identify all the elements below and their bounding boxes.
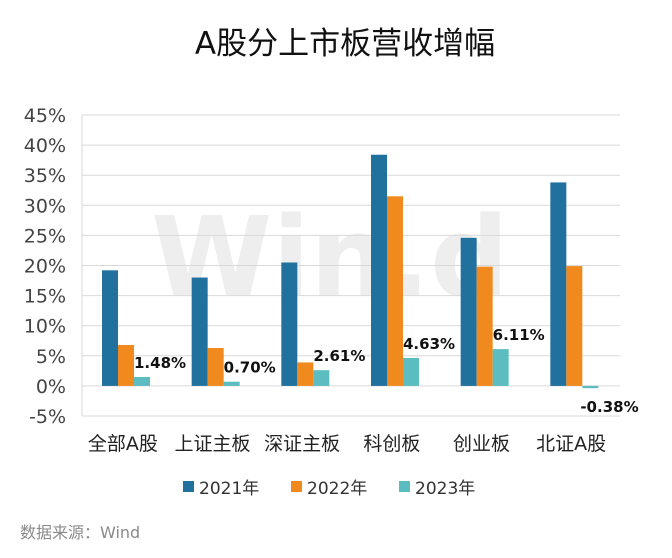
- bar-2021年-科创板: [371, 154, 387, 386]
- data-label: 2.61%: [313, 347, 365, 365]
- bar-2022年-上证主板: [207, 347, 224, 386]
- legend-swatch: [399, 481, 410, 492]
- legend-label: 2023年: [415, 479, 475, 499]
- x-tick-label: 上证主板: [174, 433, 250, 455]
- x-tick-label: 创业板: [453, 433, 510, 455]
- bar-2023年-科创板: [403, 358, 419, 386]
- bar-2021年-深证主板: [281, 262, 298, 386]
- watermark-logo: Win.d: [151, 193, 509, 321]
- bar-2022年-创业板: [476, 266, 493, 386]
- x-tick-label: 深证主板: [264, 433, 340, 455]
- bar-2021年-创业板: [460, 237, 477, 386]
- y-tick-label: 40%: [24, 135, 66, 157]
- bar-2023年-上证主板: [223, 381, 240, 386]
- legend-swatch: [183, 481, 194, 492]
- bars: [102, 154, 599, 389]
- bar-2021年-北证A股: [550, 182, 567, 386]
- y-tick-label: -5%: [29, 406, 66, 428]
- legend-label: 2022年: [307, 479, 367, 499]
- legend-label: 2021年: [199, 479, 259, 499]
- bar-2023年-全部A股: [134, 376, 150, 386]
- y-tick-label: 35%: [24, 165, 66, 187]
- bar-2023年-创业板: [492, 349, 509, 386]
- y-tick-label: 0%: [36, 376, 66, 398]
- x-tick-label: 北证A股: [536, 433, 606, 455]
- y-tick-label: 10%: [24, 316, 66, 338]
- y-tick-label: 45%: [24, 105, 66, 127]
- y-axis-ticks: -5% 0% 5% 10% 15% 20% 25% 30% 35% 40% 45%: [24, 105, 66, 428]
- source-note: 数据来源：Wind: [20, 523, 140, 542]
- y-tick-label: 30%: [24, 195, 66, 217]
- data-label: 4.63%: [403, 335, 455, 353]
- bar-2021年-上证主板: [191, 277, 208, 386]
- legend-swatch: [291, 481, 302, 492]
- bar-2021年-全部A股: [102, 270, 118, 386]
- data-label: 1.48%: [134, 354, 186, 372]
- x-axis-ticks: 全部A股 上证主板 深证主板 科创板 创业板 北证A股: [88, 433, 606, 455]
- x-tick-label: 科创板: [363, 433, 420, 455]
- gridlines: [81, 114, 620, 417]
- data-label: 0.70%: [224, 359, 276, 377]
- chart-title: A股分上市板营收增幅: [195, 26, 495, 62]
- data-label: 6.11%: [493, 326, 545, 344]
- y-tick-label: 20%: [24, 256, 66, 278]
- bar-2023年-深证主板: [313, 370, 330, 386]
- data-label: -0.38%: [580, 398, 638, 416]
- y-tick-label: 25%: [24, 225, 66, 247]
- bar-2022年-深证主板: [297, 362, 314, 386]
- data-labels: 1.48% 0.70% 2.61% 4.63% 6.11% -0.38%: [134, 326, 639, 416]
- bar-2022年-全部A股: [118, 344, 134, 386]
- legend: 2021年 2022年 2023年: [183, 479, 475, 499]
- y-tick-label: 5%: [36, 346, 66, 368]
- x-tick-label: 全部A股: [88, 433, 158, 455]
- bar-2023年-北证A股: [582, 385, 599, 389]
- bar-2022年-科创板: [387, 196, 403, 386]
- bar-2022年-北证A股: [566, 266, 583, 386]
- y-tick-label: 15%: [24, 286, 66, 308]
